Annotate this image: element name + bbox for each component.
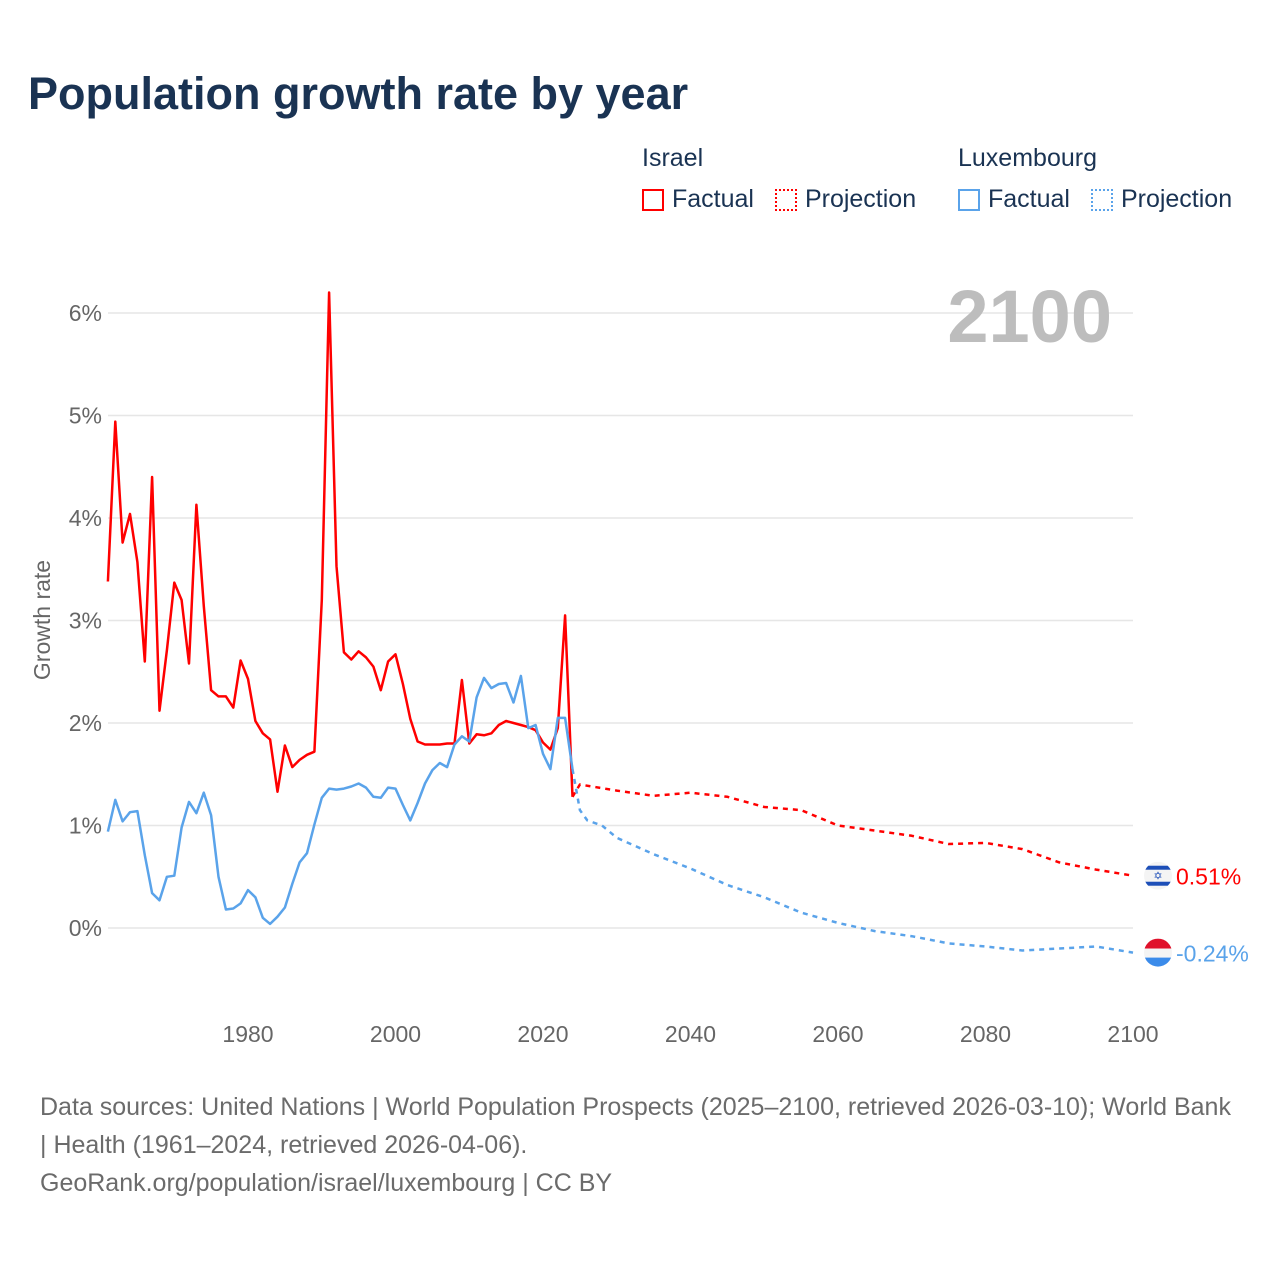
y-axis-label: Growth rate [29, 560, 55, 680]
x-tick-label: 2020 [517, 1021, 568, 1047]
end-value-label: -0.24% [1176, 941, 1249, 967]
data-sources: Data sources: United Nations | World Pop… [40, 1093, 1231, 1159]
x-tick-label: 1980 [222, 1021, 273, 1047]
flag-body: ✡ [1144, 861, 1172, 890]
star-of-david-icon: ✡ [1153, 870, 1162, 883]
legend-israel-factual[interactable]: Factual [642, 185, 754, 214]
x-tick-label: 2100 [1107, 1021, 1158, 1047]
legend-label: Projection [1120, 185, 1233, 213]
dotted-swatch-icon [774, 188, 797, 211]
dotted-swatch-icon [1090, 188, 1113, 211]
legend-label: Factual [988, 185, 1070, 213]
luxembourg-factual-line [106, 674, 574, 926]
solid-swatch-icon [642, 188, 664, 211]
solid-swatch-icon [958, 188, 980, 211]
flag-stripe [1144, 881, 1172, 886]
luxembourg-projection-line [571, 768, 1134, 954]
footer: Data sources: United Nations | World Pop… [40, 1088, 1240, 1202]
legend-israel: Israel Factual Projection [642, 144, 930, 218]
y-tick-label: 2% [69, 710, 102, 736]
legend-israel-projection[interactable]: Projection [774, 185, 917, 214]
israel-flag-icon: ✡ [1144, 861, 1172, 890]
x-tick-label: 2080 [960, 1021, 1011, 1047]
y-tick-label: 0% [69, 915, 102, 941]
legend-luxembourg-factual[interactable]: Factual [958, 185, 1070, 214]
y-tick-label: 5% [69, 403, 102, 429]
flag-body [1144, 938, 1172, 967]
x-tick-label: 2000 [370, 1021, 421, 1047]
end-value-label: 0.51% [1176, 864, 1241, 890]
y-tick-label: 4% [69, 505, 102, 531]
luxembourg-flag-icon [1144, 938, 1172, 967]
legend-country-label: Luxembourg [958, 144, 1097, 172]
current-year-label: 2100 [947, 275, 1112, 358]
line-chart: 0% 1% 2% 3% 4% 5% 6% 1980 2000 2020 2040 2060 2080 21… [29, 275, 1249, 1047]
israel-projection-line [571, 783, 1134, 877]
flag-stripe [1144, 938, 1172, 949]
flag-stripe [1144, 957, 1172, 967]
flag-stripe [1144, 865, 1172, 870]
chart-title: Population growth rate by year [28, 68, 689, 119]
source-link[interactable]: GeoRank.org/population/israel/luxembourg… [40, 1169, 613, 1197]
y-tick-label: 6% [69, 300, 102, 326]
legend-label: Projection [804, 185, 917, 213]
y-tick-label: 1% [69, 813, 102, 839]
y-tick-label: 3% [69, 608, 102, 634]
israel-factual-line [106, 291, 574, 797]
x-tick-label: 2060 [812, 1021, 863, 1047]
flag-stripe [1144, 948, 1172, 958]
legend-label: Factual [672, 185, 754, 213]
x-tick-label: 2040 [665, 1021, 716, 1047]
legend-luxembourg: Luxembourg Factual Projection [958, 144, 1232, 218]
legend-country-label: Israel [642, 144, 704, 172]
legend-luxembourg-projection[interactable]: Projection [1090, 185, 1233, 214]
